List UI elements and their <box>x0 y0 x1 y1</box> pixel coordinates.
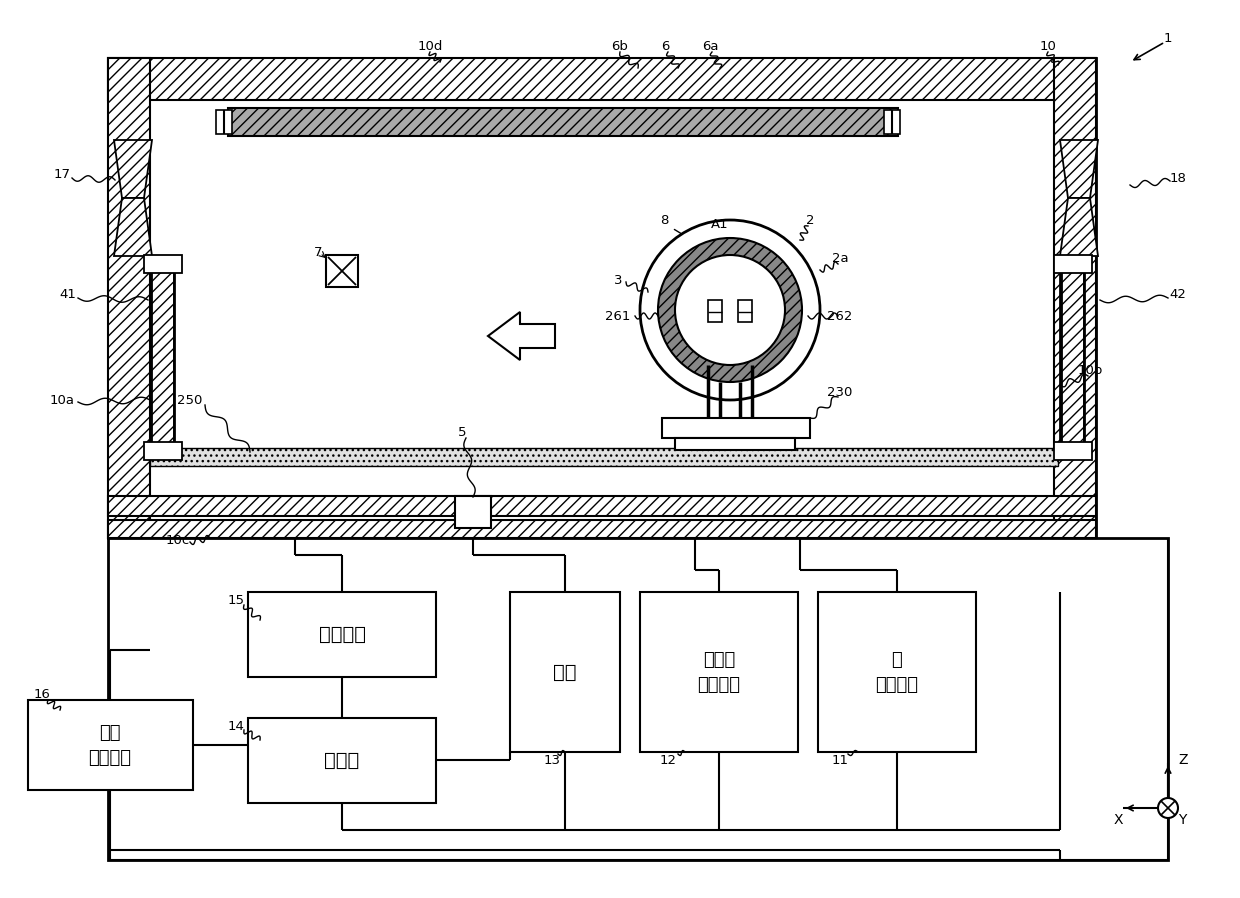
Text: 11: 11 <box>832 753 848 767</box>
Polygon shape <box>1060 140 1097 198</box>
Text: 控制部: 控制部 <box>325 751 360 770</box>
Bar <box>1054 442 1092 460</box>
Bar <box>29 700 193 790</box>
Text: 靶: 靶 <box>892 651 903 669</box>
Text: 18: 18 <box>1169 172 1187 184</box>
Text: 10c: 10c <box>166 533 190 547</box>
Circle shape <box>658 238 802 382</box>
Text: 6: 6 <box>661 40 670 52</box>
Bar <box>1054 58 1096 538</box>
Text: 15: 15 <box>227 594 244 606</box>
Bar <box>818 592 976 752</box>
Text: 13: 13 <box>543 753 560 767</box>
Bar <box>144 255 182 273</box>
Text: 10: 10 <box>1039 40 1056 52</box>
Text: 261: 261 <box>605 310 631 322</box>
Bar <box>150 448 1058 466</box>
Bar <box>216 110 232 134</box>
Text: A1: A1 <box>712 217 729 231</box>
Bar <box>640 592 799 752</box>
Text: 3: 3 <box>614 274 622 286</box>
Bar <box>662 418 810 438</box>
Text: 7: 7 <box>314 245 322 259</box>
Bar <box>675 438 795 450</box>
Bar <box>708 300 722 322</box>
Bar <box>510 592 620 752</box>
Bar <box>108 538 1168 860</box>
Text: 10a: 10a <box>50 393 74 407</box>
Text: 8: 8 <box>660 214 668 226</box>
Text: 气体: 气体 <box>99 724 120 742</box>
Bar <box>108 58 1096 538</box>
Text: 移动台: 移动台 <box>703 651 735 669</box>
Polygon shape <box>114 140 153 198</box>
Bar <box>153 262 174 452</box>
Text: 6b: 6b <box>611 40 629 52</box>
Text: 41: 41 <box>60 288 77 302</box>
Text: 驱动装置: 驱动装置 <box>697 676 740 694</box>
Bar <box>738 300 751 322</box>
Bar <box>248 718 436 803</box>
Text: 2: 2 <box>806 214 815 226</box>
Bar <box>108 520 1096 538</box>
Text: 驱动装置: 驱动装置 <box>875 676 919 694</box>
Circle shape <box>1158 798 1178 818</box>
Text: Y: Y <box>1178 813 1187 827</box>
Bar <box>144 442 182 460</box>
Text: 12: 12 <box>660 753 677 767</box>
Text: 250: 250 <box>177 393 202 407</box>
Text: 导入机构: 导入机构 <box>88 749 131 767</box>
Text: 6a: 6a <box>702 40 718 52</box>
Text: 5: 5 <box>458 426 466 438</box>
Text: 17: 17 <box>53 169 71 181</box>
Bar <box>1061 262 1084 452</box>
Text: 14: 14 <box>228 719 244 733</box>
Text: 2a: 2a <box>832 251 848 265</box>
Bar <box>326 255 358 287</box>
Bar <box>884 110 900 134</box>
Bar <box>1054 255 1092 273</box>
Text: 16: 16 <box>33 688 51 700</box>
Text: 电源: 电源 <box>553 663 577 682</box>
Text: 42: 42 <box>1169 288 1187 302</box>
Bar <box>248 592 436 677</box>
Text: 10d: 10d <box>418 40 443 52</box>
Text: 262: 262 <box>827 310 853 322</box>
Polygon shape <box>1060 198 1097 256</box>
Bar <box>108 58 150 538</box>
Bar <box>455 496 491 528</box>
Bar <box>108 58 1096 100</box>
Polygon shape <box>489 312 556 360</box>
Circle shape <box>640 220 820 400</box>
Text: 1: 1 <box>1164 31 1172 45</box>
Text: X: X <box>1114 813 1122 827</box>
Circle shape <box>675 255 785 365</box>
Bar <box>228 108 898 136</box>
Text: 10b: 10b <box>1078 364 1102 376</box>
Text: 230: 230 <box>827 385 853 399</box>
Polygon shape <box>114 198 153 256</box>
Bar <box>108 496 1096 516</box>
Text: Z: Z <box>1178 753 1188 767</box>
Text: 排气机构: 排气机构 <box>319 624 366 644</box>
